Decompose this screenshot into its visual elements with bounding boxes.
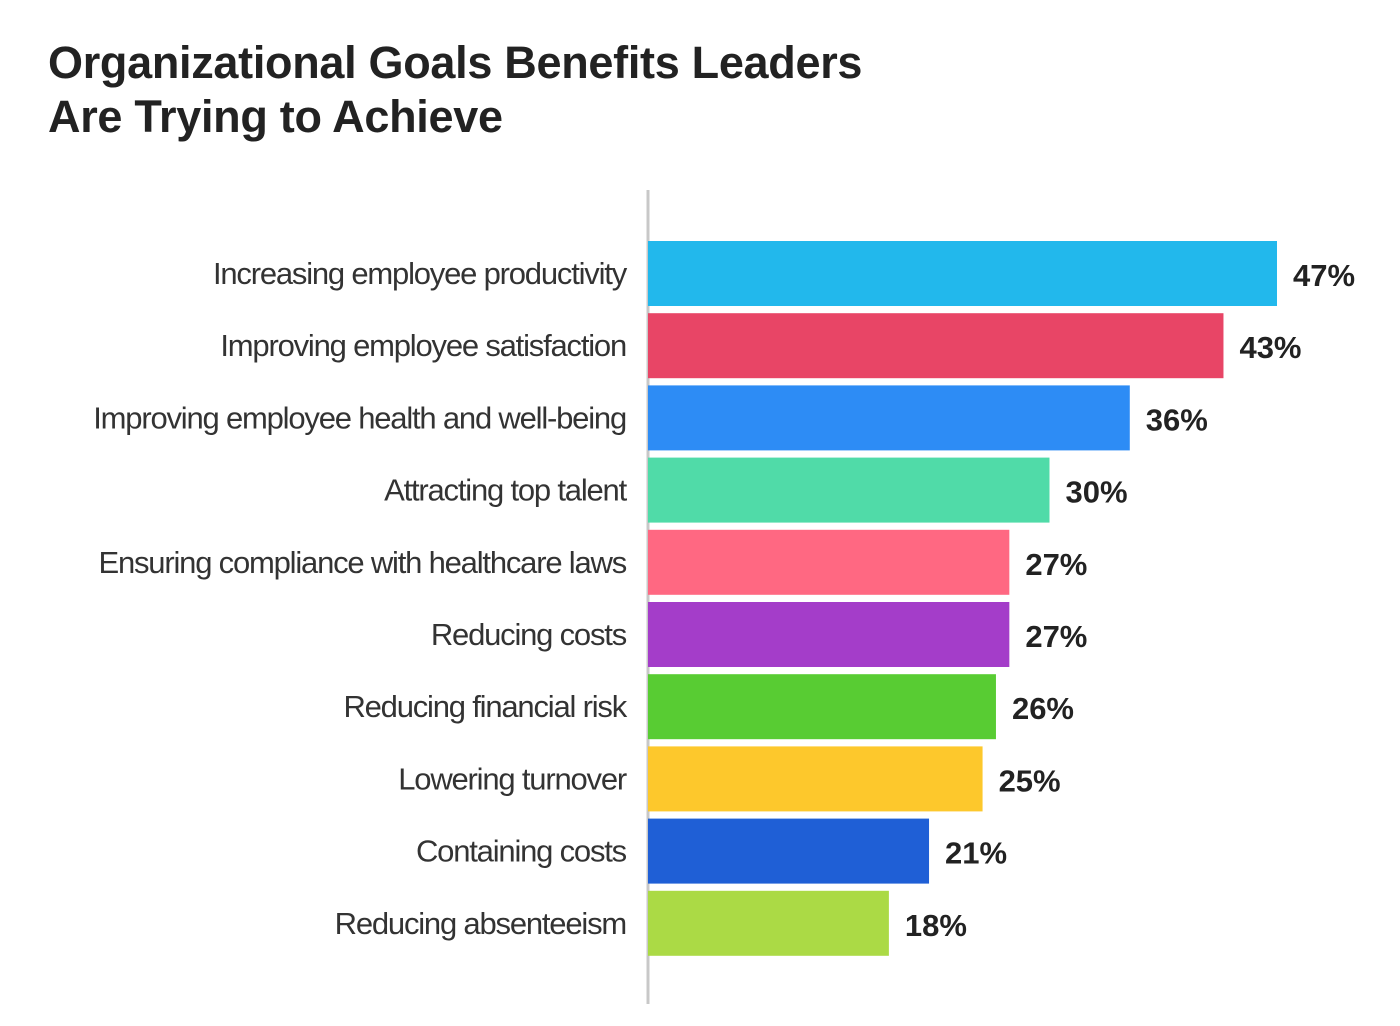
bar-1: [648, 241, 1277, 306]
value-label-9: 21%: [945, 836, 1007, 871]
bar-10: [648, 890, 889, 956]
category-label-3: Improving employee health and well-being: [93, 400, 626, 435]
value-label-4: 30%: [1065, 475, 1127, 510]
value-label-6: 27%: [1025, 619, 1087, 654]
bar-7: [648, 674, 996, 740]
category-label-5: Ensuring compliance with healthcare laws: [98, 545, 626, 580]
bar-3: [648, 385, 1130, 451]
bar-2: [648, 313, 1224, 379]
bar-6: [648, 602, 1010, 667]
bar-9: [648, 818, 930, 884]
category-label-8: Lowering turnover: [398, 761, 627, 796]
value-label-2: 43%: [1239, 330, 1301, 365]
bar-8: [648, 746, 983, 812]
category-label-6: Reducing costs: [431, 617, 627, 652]
category-label-7: Reducing financial risk: [343, 689, 627, 724]
category-label-10: Reducing absenteeism: [335, 906, 626, 941]
category-label-1: Increasing employee productivity: [213, 256, 628, 291]
bar-5: [648, 529, 1010, 595]
chart-title-line-1: Organizational Goals Benefits Leaders: [48, 37, 863, 88]
value-label-3: 36%: [1146, 402, 1208, 437]
category-label-9: Containing costs: [416, 834, 627, 869]
bar-4: [648, 457, 1050, 523]
value-label-1: 47%: [1293, 258, 1355, 293]
value-label-8: 25%: [999, 763, 1061, 798]
value-label-5: 27%: [1025, 547, 1087, 582]
chart-title: Organizational Goals Benefits Leaders Ar…: [48, 36, 862, 144]
category-label-2: Improving employee satisfaction: [220, 328, 626, 363]
category-label-4: Attracting top talent: [384, 473, 627, 508]
value-label-7: 26%: [1012, 691, 1074, 726]
chart-title-line-2: Are Trying to Achieve: [48, 91, 503, 142]
value-label-10: 18%: [905, 908, 967, 943]
